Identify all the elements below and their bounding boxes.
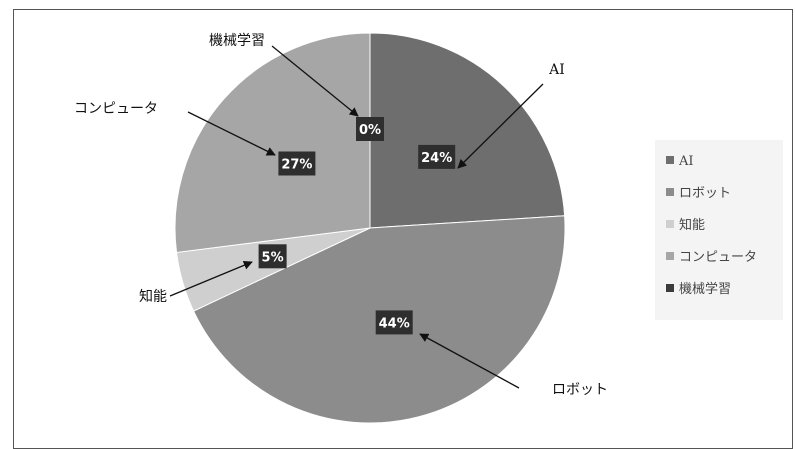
legend-swatch-2 [666, 220, 674, 228]
value-label-4: 0% [359, 123, 381, 138]
callout-arrow-2 [169, 260, 253, 297]
value-badge-0 [418, 144, 456, 169]
legend-swatch-3 [666, 252, 674, 260]
value-label-3: 27% [281, 158, 312, 173]
value-label-0: 24% [421, 151, 452, 166]
value-label-1: 44% [379, 316, 410, 331]
callout-label-1: ロボット [552, 382, 608, 398]
value-badge-2 [258, 244, 287, 269]
percentage-labels: 24% 44% 5% 27% 0% [258, 117, 456, 335]
callout-arrow-0 [457, 83, 544, 169]
legend-swatch-4 [666, 284, 674, 292]
pie-slices [174, 32, 566, 424]
callout-label-0: AI [548, 62, 565, 78]
callout-labels: AI ロボット 知能 コンピュータ 機械学習 [74, 33, 608, 398]
legend-label-4: 機械学習 [679, 281, 731, 297]
legend-swatch-1 [666, 188, 674, 196]
callout-label-3: コンピュータ [74, 101, 158, 117]
legend-label-0: AI [678, 154, 694, 169]
pie-slice-0 [369, 32, 566, 229]
pie-slice-3 [174, 32, 371, 253]
callout-arrow-4 [271, 45, 359, 117]
legend-label-3: コンピュータ [679, 250, 757, 265]
value-badge-1 [375, 310, 413, 335]
callout-arrow-1 [419, 333, 520, 389]
legend-swatch-0 [666, 156, 674, 164]
value-label-2: 5% [262, 250, 284, 265]
legend-label-1: ロボット [679, 186, 731, 201]
callout-label-2: 知能 [139, 288, 167, 305]
value-badge-4 [356, 117, 384, 141]
legend-label-2: 知能 [679, 217, 705, 233]
legend-box [655, 140, 783, 320]
value-badge-3 [278, 151, 316, 176]
callout-label-4: 機械学習 [209, 33, 265, 49]
callout-arrow-3 [187, 111, 276, 156]
